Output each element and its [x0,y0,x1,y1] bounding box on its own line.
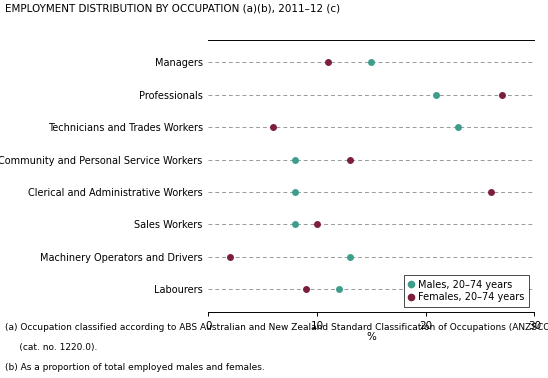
Legend: Males, 20–74 years, Females, 20–74 years: Males, 20–74 years, Females, 20–74 years [404,275,529,307]
Point [291,156,300,163]
Point [432,92,441,98]
Point [345,156,354,163]
Point [323,59,332,65]
Text: (a) Occupation classified according to ABS Australian and New Zealand Standard C: (a) Occupation classified according to A… [5,323,548,332]
Point [269,124,278,130]
Text: (cat. no. 1220.0).: (cat. no. 1220.0). [5,343,98,352]
Text: (b) As a proportion of total employed males and females.: (b) As a proportion of total employed ma… [5,363,265,372]
Point [497,92,506,98]
Point [334,286,343,292]
Point [301,286,310,292]
Point [345,254,354,260]
X-axis label: %: % [366,332,376,342]
Text: EMPLOYMENT DISTRIBUTION BY OCCUPATION (a)(b), 2011–12 (c): EMPLOYMENT DISTRIBUTION BY OCCUPATION (a… [5,4,341,14]
Point [226,254,235,260]
Point [291,189,300,195]
Point [312,222,321,228]
Point [487,189,495,195]
Point [454,124,463,130]
Point [367,59,376,65]
Point [291,222,300,228]
